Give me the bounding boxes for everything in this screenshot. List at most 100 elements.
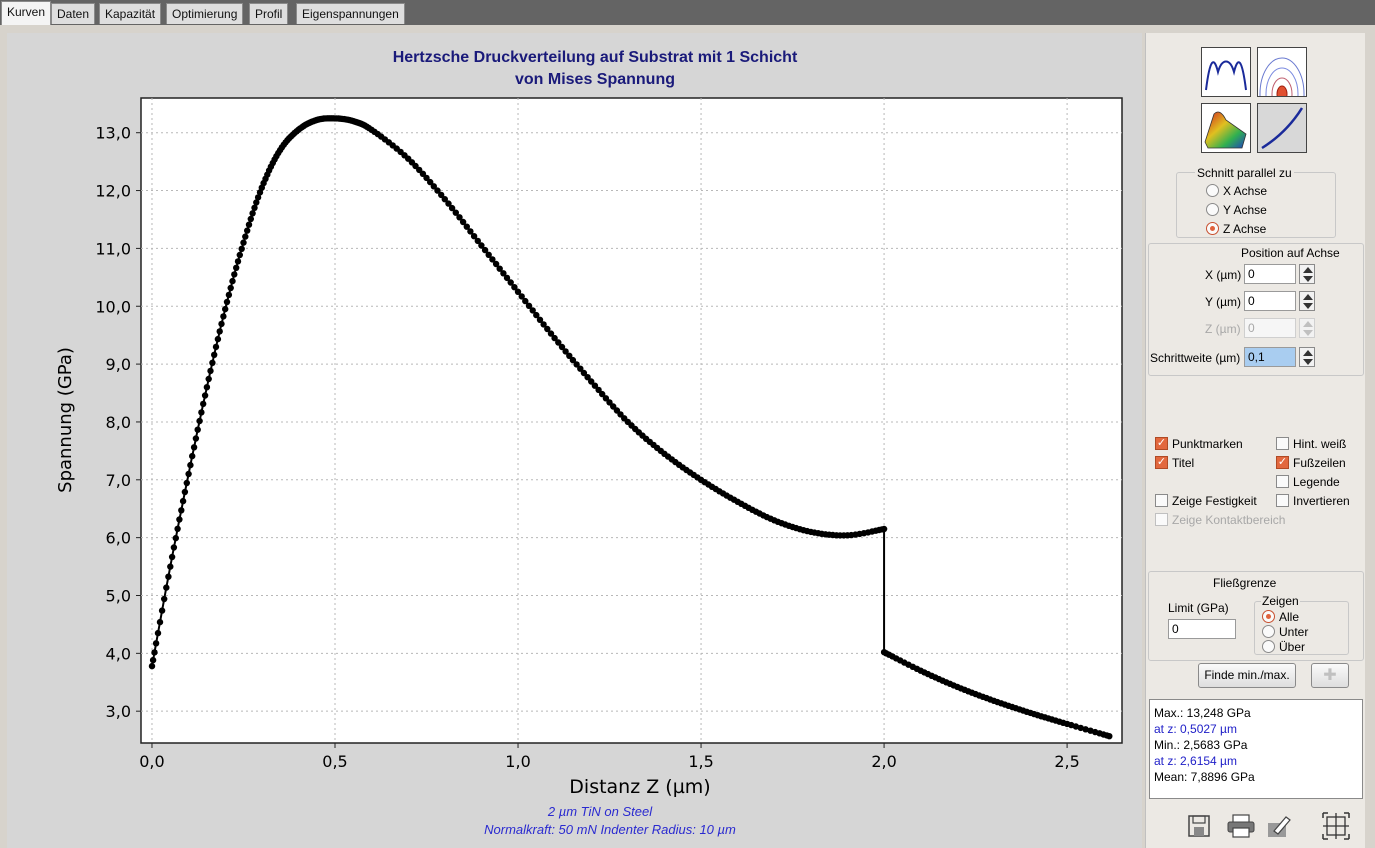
results-box[interactable]: Max.: 13,248 GPa at z: 0,5027 µm Min.: 2… — [1149, 699, 1363, 799]
edit-icon[interactable] — [1266, 813, 1292, 839]
data-point — [254, 194, 262, 201]
data-point — [236, 251, 243, 259]
y-position-stepper[interactable] — [1299, 291, 1315, 311]
find-min-max-button[interactable]: Finde min./max. — [1198, 663, 1296, 688]
x-axis-label: Distanz Z (µm) — [569, 776, 710, 798]
data-point — [198, 409, 205, 416]
schnitt-title: Schnitt parallel zu — [1195, 166, 1294, 180]
y-tick-label: 4,0 — [106, 644, 131, 663]
data-point — [562, 348, 569, 355]
zeigen-title: Zeigen — [1261, 594, 1300, 608]
radio-ueber-label: Über — [1279, 640, 1306, 654]
surface-3d-icon[interactable] — [1201, 103, 1251, 153]
tab-kurven[interactable]: Kurven — [1, 1, 52, 25]
data-point — [179, 497, 187, 505]
radio-ueber[interactable] — [1262, 640, 1275, 653]
data-point — [595, 386, 602, 394]
z-label: Z (µm) — [1205, 322, 1241, 336]
tab-eigenspannungen[interactable]: Eigenspannungen — [296, 3, 405, 24]
data-point — [231, 271, 238, 278]
step-stepper[interactable] — [1299, 347, 1315, 367]
y-label: Y (µm) — [1205, 295, 1242, 309]
data-point — [602, 395, 610, 402]
y-tick-label: 8,0 — [106, 413, 131, 432]
zeige-festigkeit-label: Zeige Festigkeit — [1172, 494, 1257, 508]
data-point — [492, 260, 500, 268]
chart-title: Hertzsche Druckverteilung auf Substrat m… — [392, 49, 798, 66]
tab-kapazitaet[interactable]: Kapazität — [99, 3, 162, 24]
data-point — [209, 359, 216, 366]
data-point — [518, 293, 525, 300]
hint-weiss-checkbox[interactable] — [1276, 437, 1289, 450]
tab-optimierung[interactable]: Optimierung — [166, 3, 244, 24]
radio-x-achse-label: X Achse — [1223, 184, 1268, 198]
step-input[interactable]: 0,1 — [1244, 347, 1296, 367]
data-point — [152, 640, 160, 647]
data-point — [203, 384, 211, 391]
data-point — [555, 339, 562, 346]
contour-map-icon[interactable] — [1257, 47, 1307, 131]
step-label: Schrittweite (µm) — [1150, 351, 1241, 365]
data-point — [525, 302, 533, 309]
x-position-input[interactable]: 0 — [1244, 264, 1296, 284]
data-point — [200, 400, 207, 408]
tab-bar: Kurven Daten Kapazität Optimierung Profi… — [0, 0, 1375, 25]
z-position-input: 0 — [1244, 318, 1296, 338]
data-point — [481, 246, 489, 254]
data-point — [1106, 733, 1113, 740]
data-point — [161, 595, 168, 603]
save-icon[interactable] — [1186, 813, 1212, 839]
print-icon[interactable] — [1226, 813, 1255, 839]
y-tick-label: 5,0 — [106, 586, 131, 605]
data-point — [189, 452, 196, 460]
tab-profil[interactable]: Profil — [249, 3, 289, 24]
limit-input[interactable]: 0 — [1168, 619, 1236, 639]
data-point — [1077, 724, 1084, 732]
zoom-fit-icon[interactable] — [1321, 811, 1350, 840]
fusszeilen-checkbox[interactable]: ✓ — [1276, 456, 1289, 469]
punktmarken-checkbox[interactable]: ✓ — [1155, 437, 1168, 450]
profile-curve-icon[interactable] — [1201, 47, 1251, 97]
data-point — [154, 629, 162, 637]
data-point — [238, 245, 245, 252]
zeige-kontakt-label: Zeige Kontaktbereich — [1172, 513, 1286, 527]
data-point — [540, 321, 547, 328]
radio-x-achse[interactable] — [1206, 184, 1219, 197]
data-point — [536, 316, 544, 323]
titel-checkbox[interactable]: ✓ — [1155, 456, 1168, 469]
radio-y-achse[interactable] — [1206, 203, 1219, 216]
data-point — [423, 174, 430, 182]
radio-alle[interactable] — [1262, 610, 1275, 623]
result-min: Min.: 2,5683 GPa — [1154, 738, 1248, 752]
radio-z-achse[interactable] — [1206, 222, 1219, 235]
data-point — [185, 470, 192, 478]
radio-unter[interactable] — [1262, 625, 1275, 638]
legende-checkbox[interactable] — [1276, 475, 1289, 488]
data-point — [434, 187, 441, 194]
add-marker-button: ✚ — [1311, 663, 1349, 688]
fusszeilen-label: Fußzeilen — [1293, 456, 1346, 470]
data-point — [233, 264, 240, 271]
data-point — [216, 328, 223, 335]
data-point — [467, 228, 474, 235]
line-curve-icon[interactable] — [1257, 103, 1307, 153]
zeige-festigkeit-checkbox[interactable] — [1155, 494, 1168, 507]
data-point — [503, 274, 511, 282]
data-point — [251, 204, 258, 211]
data-point — [584, 374, 591, 381]
data-point — [419, 170, 427, 177]
data-point — [533, 311, 540, 319]
data-point — [174, 525, 181, 532]
x-tick-label: 2,0 — [871, 752, 896, 771]
tab-daten[interactable]: Daten — [51, 3, 96, 24]
data-point — [194, 426, 201, 433]
data-point — [214, 335, 222, 343]
data-point — [158, 607, 166, 614]
data-point — [448, 204, 456, 212]
x-position-stepper[interactable] — [1299, 264, 1315, 284]
invertieren-checkbox[interactable] — [1276, 494, 1289, 507]
radio-y-achse-label: Y Achse — [1223, 203, 1267, 217]
data-point — [514, 288, 522, 295]
y-position-input[interactable]: 0 — [1244, 291, 1296, 311]
z-position-stepper — [1299, 318, 1315, 338]
